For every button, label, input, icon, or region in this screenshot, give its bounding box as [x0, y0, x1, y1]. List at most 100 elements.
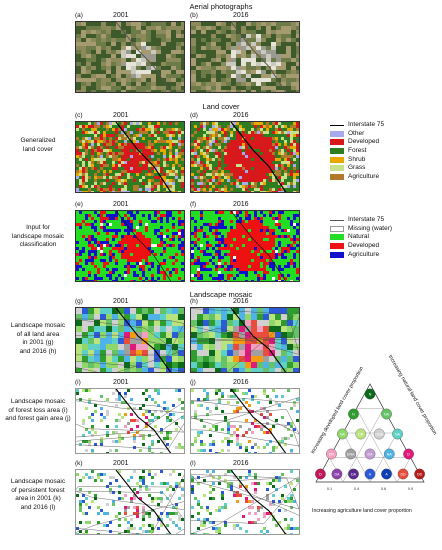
- aerial-patch: [236, 74, 241, 78]
- landcover-cell: [263, 149, 266, 152]
- input-cell: [257, 271, 260, 274]
- input-cell: [299, 262, 300, 265]
- aerial-patch: [271, 62, 276, 66]
- landcover-cell: [82, 170, 85, 173]
- landcover-cell: [100, 167, 103, 170]
- landcover-cell: [287, 125, 290, 128]
- landcover-cell: [203, 185, 206, 188]
- landcover-cell: [257, 176, 260, 179]
- input-cell: [157, 271, 160, 274]
- landcover-cell: [269, 185, 272, 188]
- landcover-cell: [163, 161, 166, 164]
- landcover-cell: [212, 122, 215, 125]
- landcover-cell: [263, 125, 266, 128]
- input-cell: [148, 223, 151, 226]
- landcover-cell: [136, 185, 139, 188]
- landcover-cell: [109, 134, 112, 137]
- input-cell: [91, 220, 94, 223]
- mosaic-cell: [287, 368, 293, 372]
- landcover-cell: [284, 134, 287, 137]
- aerial-patch: [291, 66, 296, 70]
- landcover-cell: [215, 146, 218, 149]
- input-cell: [287, 274, 290, 277]
- input-cell: [184, 253, 185, 256]
- landcover-cell: [206, 134, 209, 137]
- aerial-patch: [76, 78, 81, 82]
- landcover-cell: [212, 140, 215, 143]
- landcover-cell: [112, 134, 115, 137]
- landcover-cell: [257, 179, 260, 182]
- landcover-cell: [85, 128, 88, 131]
- landcover-cell: [115, 143, 118, 146]
- mosaic-cell: [136, 431, 139, 434]
- landcover-cell: [184, 134, 185, 137]
- landcover-cell: [151, 191, 154, 192]
- input-cell: [284, 220, 287, 223]
- input-cell: [130, 280, 133, 281]
- mosaic-cell: [130, 368, 136, 372]
- mosaic-cell: [233, 332, 239, 338]
- input-cell: [157, 259, 160, 262]
- mosaic-cell: [215, 344, 221, 350]
- aerial-patch: [196, 22, 201, 26]
- minor-road-line: [191, 316, 299, 341]
- landcover-cell: [269, 188, 272, 191]
- aerial-patch: [236, 50, 241, 54]
- landcover-cell: [79, 182, 82, 185]
- landcover-cell: [160, 131, 163, 134]
- input-cell: [142, 235, 145, 238]
- mosaic-cell: [88, 326, 94, 332]
- input-cell: [139, 280, 142, 281]
- input-cell: [263, 235, 266, 238]
- input-cell: [100, 238, 103, 241]
- input-cell: [172, 241, 175, 244]
- landcover-cell: [181, 128, 184, 131]
- aerial-patch: [126, 42, 131, 46]
- aerial-patch: [121, 70, 126, 74]
- mosaic-cell: [94, 350, 100, 356]
- input-cell: [145, 220, 148, 223]
- landcover-cell: [260, 143, 263, 146]
- landcover-cell: [97, 161, 100, 164]
- landcover-cell: [296, 146, 299, 149]
- aerial-patch: [146, 74, 151, 78]
- input-cell: [227, 280, 230, 281]
- aerial-patch: [151, 46, 156, 50]
- input-cell: [160, 229, 163, 232]
- landcover-cell: [82, 149, 85, 152]
- input-cell: [230, 223, 233, 226]
- aerial-patch: [286, 74, 291, 78]
- input-cell: [133, 265, 136, 268]
- input-cell: [106, 223, 109, 226]
- input-cell: [103, 250, 106, 253]
- landcover-cell: [281, 125, 284, 128]
- aerial-patch: [111, 38, 116, 42]
- landcover-cell: [76, 146, 79, 149]
- input-cell: [206, 250, 209, 253]
- mosaic-cell: [275, 338, 281, 344]
- input-cell: [287, 268, 290, 271]
- aerial-patch: [96, 30, 101, 34]
- input-cell: [145, 274, 148, 277]
- aerial-patch: [246, 22, 251, 26]
- input-cell: [136, 259, 139, 262]
- landcover-cell: [163, 173, 166, 176]
- input-cell: [191, 274, 194, 277]
- landcover-cell: [191, 185, 194, 188]
- landcover-cell: [239, 188, 242, 191]
- landcover-cell: [230, 140, 233, 143]
- landcover-cell: [278, 131, 281, 134]
- landcover-cell: [127, 155, 130, 158]
- aerial-patch: [276, 50, 281, 54]
- landcover-cell: [157, 164, 160, 167]
- landcover-cell: [299, 170, 300, 173]
- input-cell: [133, 253, 136, 256]
- mosaic-cell: [239, 332, 245, 338]
- input-cell: [191, 268, 194, 271]
- input-cell: [293, 226, 296, 229]
- landcover-cell: [118, 134, 121, 137]
- landcover-cell: [181, 170, 184, 173]
- input-cell: [239, 211, 242, 214]
- mosaic-cell: [209, 332, 215, 338]
- mosaic-cell: [181, 407, 184, 410]
